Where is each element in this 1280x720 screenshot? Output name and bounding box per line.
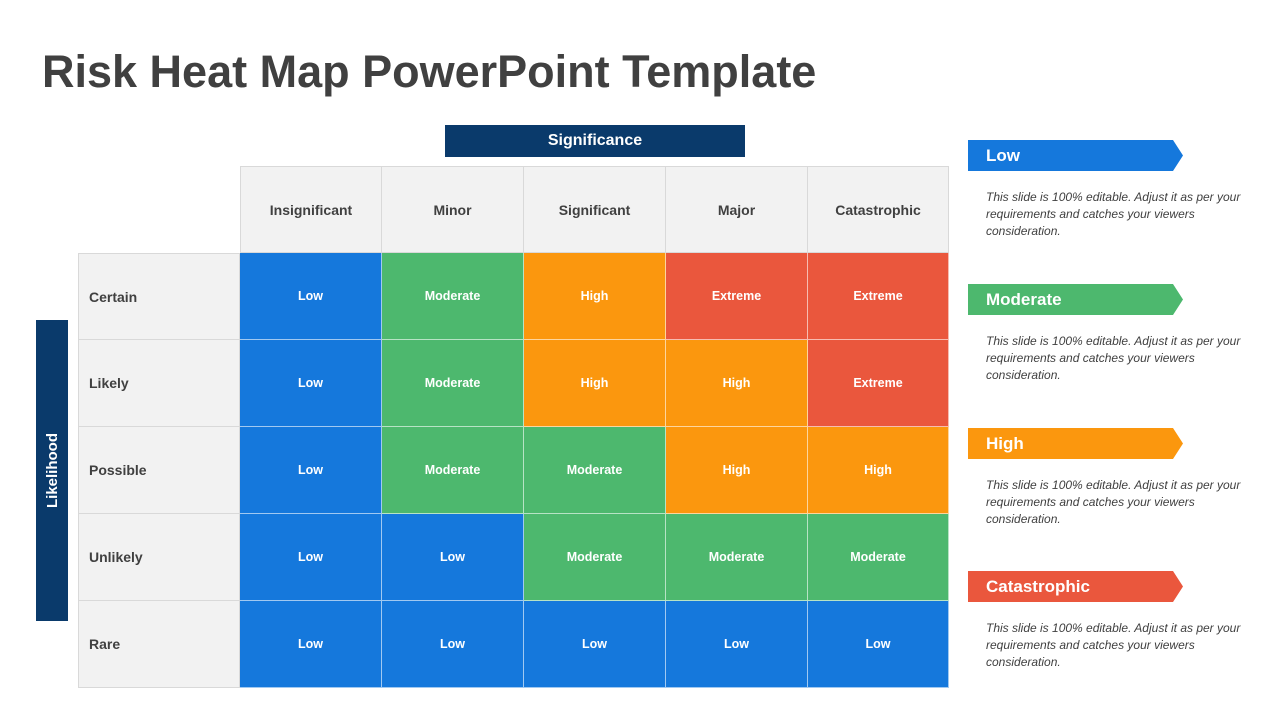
risk-cell: Low [240,601,382,688]
legend-description: This slide is 100% editable. Adjust it a… [986,334,1241,382]
risk-cell: Low [240,514,382,601]
risk-cell: High [808,427,949,514]
risk-cell: High [524,253,666,340]
risk-cell: Low [382,514,524,601]
row-header-rare: Rare [78,601,240,688]
column-header-catastrophic: Catastrophic [808,166,949,253]
row-header-possible: Possible [78,427,240,514]
legend-tag: Moderate [968,284,1183,315]
risk-cell: Moderate [666,514,808,601]
row-header-likely: Likely [78,340,240,427]
risk-cell: Extreme [808,340,949,427]
risk-cell: High [524,340,666,427]
legend-tag: Low [968,140,1183,171]
risk-cell: Extreme [808,253,949,340]
risk-cell: Moderate [382,340,524,427]
significance-axis-label: Significance [547,132,643,149]
legend-tag: High [968,428,1183,459]
legend-item-moderate: Moderate This slide is 100% editable. Adj… [968,284,1258,384]
risk-cell: Low [524,601,666,688]
risk-cell: High [666,340,808,427]
legend-item-low: Low This slide is 100% editable. Adjust i… [968,140,1258,240]
risk-cell: Low [240,253,382,340]
column-header-significant: Significant [524,166,666,253]
column-header-insignificant: Insignificant [240,166,382,253]
likelihood-axis-label: Likelihood [43,433,61,508]
risk-cell: Low [240,427,382,514]
legend-item-high: High This slide is 100% editable. Adjust … [968,428,1258,528]
risk-cell: Moderate [524,514,666,601]
legend-description: This slide is 100% editable. Adjust it a… [986,621,1241,669]
risk-cell: Moderate [808,514,949,601]
risk-cell: Low [808,601,949,688]
row-header-certain: Certain [78,253,240,340]
legend-tag: Catastrophic [968,571,1183,602]
risk-cell: Moderate [382,253,524,340]
row-header-unlikely: Unlikely [78,514,240,601]
legend-item-catastrophic: Catastrophic This slide is 100% editable.… [968,571,1258,671]
risk-cell: Low [240,340,382,427]
risk-cell: Extreme [666,253,808,340]
legend-description: This slide is 100% editable. Adjust it a… [986,478,1241,526]
risk-cell: Low [666,601,808,688]
legend-description: This slide is 100% editable. Adjust it a… [986,190,1241,238]
risk-cell: Low [382,601,524,688]
risk-cell: High [666,427,808,514]
column-header-major: Major [666,166,808,253]
risk-cell: Moderate [524,427,666,514]
risk-cell: Moderate [382,427,524,514]
column-header-minor: Minor [382,166,524,253]
significance-axis-banner: Significance [445,125,745,157]
likelihood-axis-banner: Likelihood [36,320,68,621]
slide-title: Risk Heat Map PowerPoint Template [42,46,817,97]
